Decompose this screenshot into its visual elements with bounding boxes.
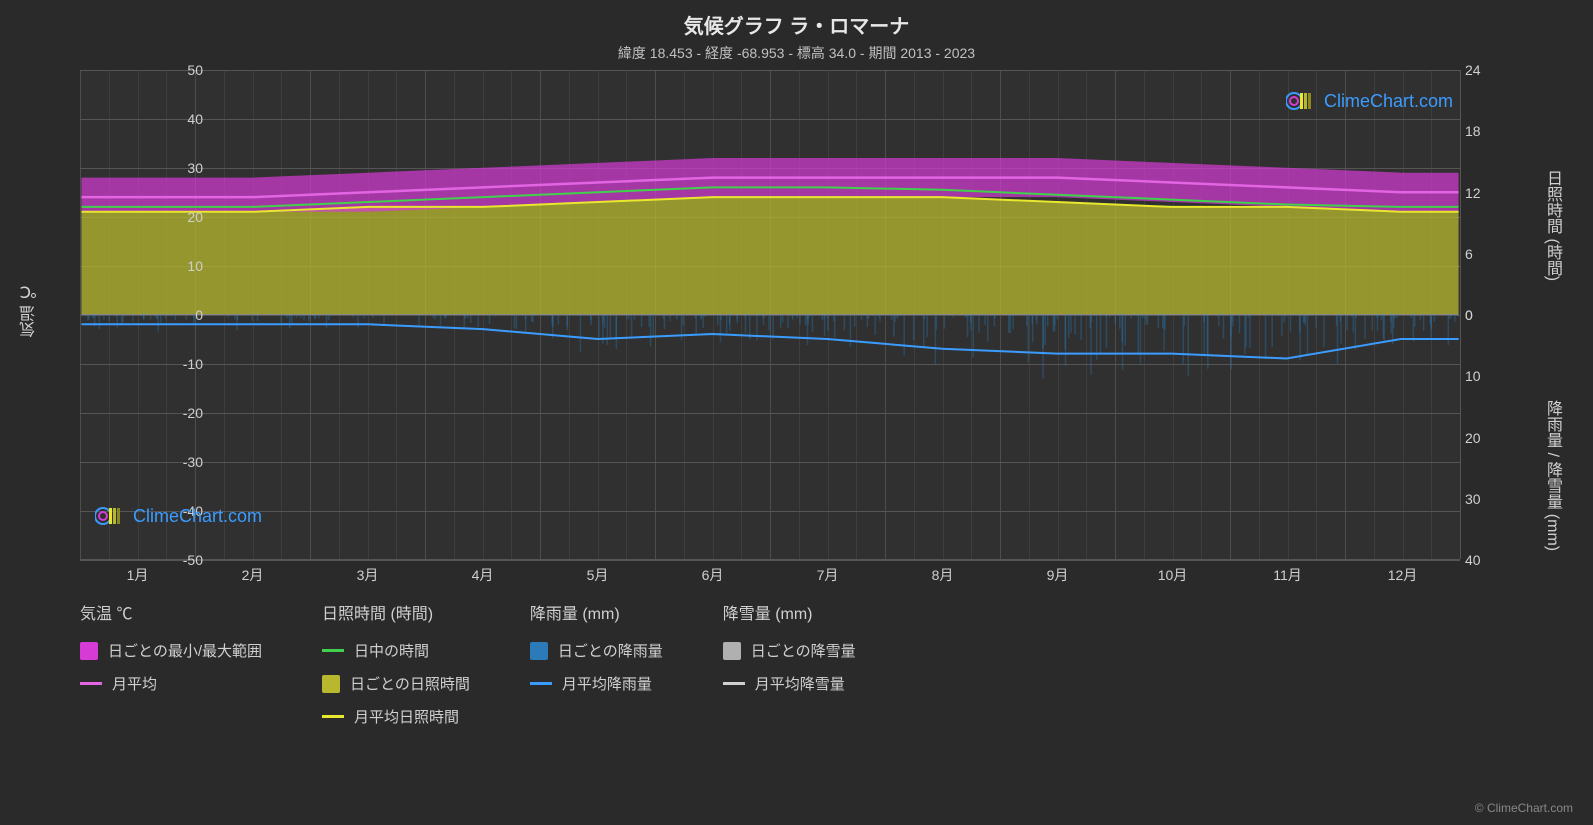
legend-label: 月平均日照時間 bbox=[354, 706, 459, 727]
x-tick: 12月 bbox=[1388, 565, 1418, 585]
y-axis-left-title: 気温 ℃ bbox=[18, 282, 42, 337]
y-tick-right-precip: 20 bbox=[1465, 430, 1525, 446]
y-tick-left: 20 bbox=[143, 209, 203, 225]
y-axis-right-title-1: 日照時間 (時間) bbox=[1540, 170, 1564, 281]
chart-title: 気候グラフ ラ・ロマーナ bbox=[0, 0, 1593, 39]
y-tick-left: -30 bbox=[143, 454, 203, 470]
legend-label: 日ごとの日照時間 bbox=[350, 673, 470, 694]
y-tick-left: -10 bbox=[143, 356, 203, 372]
legend-item: 日ごとの降雪量 bbox=[723, 640, 856, 661]
y-tick-right-precip: 40 bbox=[1465, 552, 1525, 568]
legend-swatch bbox=[723, 682, 745, 685]
legend-item: 日ごとの日照時間 bbox=[322, 673, 470, 694]
y-tick-left: 10 bbox=[143, 258, 203, 274]
y-tick-left: 40 bbox=[143, 111, 203, 127]
x-tick: 5月 bbox=[587, 565, 609, 585]
x-tick: 9月 bbox=[1047, 565, 1069, 585]
plot-area bbox=[80, 70, 1460, 560]
watermark-bottom: ClimeChart.com bbox=[95, 505, 262, 527]
y-tick-right-precip: 10 bbox=[1465, 368, 1525, 384]
legend-item: 月平均日照時間 bbox=[322, 706, 470, 727]
legend-header: 降雨量 (mm) bbox=[530, 600, 663, 624]
legend-group: 降雨量 (mm) 日ごとの降雨量月平均降雨量 bbox=[530, 600, 663, 727]
x-tick: 3月 bbox=[357, 565, 379, 585]
y-tick-right-sun: 12 bbox=[1465, 185, 1525, 201]
legend-group: 気温 ℃ 日ごとの最小/最大範囲月平均 bbox=[80, 600, 262, 727]
x-tick: 1月 bbox=[127, 565, 149, 585]
climate-chart: 気候グラフ ラ・ロマーナ 緯度 18.453 - 経度 -68.953 - 標高… bbox=[0, 0, 1593, 825]
logo-icon bbox=[1286, 90, 1318, 112]
watermark-text: ClimeChart.com bbox=[133, 506, 262, 527]
legend-swatch bbox=[530, 682, 552, 685]
legend-item: 日中の時間 bbox=[322, 640, 470, 661]
legend-header: 日照時間 (時間) bbox=[322, 600, 470, 624]
y-tick-right-sun: 6 bbox=[1465, 246, 1525, 262]
legend-item: 月平均降雨量 bbox=[530, 673, 663, 694]
legend-swatch bbox=[322, 675, 340, 693]
logo-icon bbox=[95, 505, 127, 527]
legend-swatch bbox=[80, 682, 102, 685]
legend-item: 月平均 bbox=[80, 673, 262, 694]
x-tick: 7月 bbox=[817, 565, 839, 585]
x-tick: 2月 bbox=[242, 565, 264, 585]
legend-label: 月平均 bbox=[112, 673, 157, 694]
x-tick: 6月 bbox=[702, 565, 724, 585]
legend-swatch bbox=[723, 642, 741, 660]
legend-label: 月平均降雨量 bbox=[562, 673, 652, 694]
legend-header: 降雪量 (mm) bbox=[723, 600, 856, 624]
y-tick-left: 30 bbox=[143, 160, 203, 176]
legend-label: 日中の時間 bbox=[354, 640, 429, 661]
y-tick-left: -50 bbox=[143, 552, 203, 568]
copyright: © ClimeChart.com bbox=[1475, 801, 1573, 815]
legend-label: 日ごとの最小/最大範囲 bbox=[108, 640, 262, 661]
legend-label: 日ごとの降雨量 bbox=[558, 640, 663, 661]
y-tick-right-precip: 30 bbox=[1465, 491, 1525, 507]
watermark-text: ClimeChart.com bbox=[1324, 91, 1453, 112]
x-tick: 11月 bbox=[1273, 565, 1302, 585]
legend-header: 気温 ℃ bbox=[80, 600, 262, 624]
legend-swatch bbox=[322, 649, 344, 652]
legend-label: 月平均降雪量 bbox=[755, 673, 845, 694]
y-tick-right-sun: 18 bbox=[1465, 123, 1525, 139]
watermark-top: ClimeChart.com bbox=[1286, 90, 1453, 112]
legend-group: 降雪量 (mm) 日ごとの降雪量月平均降雪量 bbox=[723, 600, 856, 727]
legend-group: 日照時間 (時間) 日中の時間日ごとの日照時間月平均日照時間 bbox=[322, 600, 470, 727]
x-tick: 10月 bbox=[1158, 565, 1188, 585]
legend-item: 日ごとの降雨量 bbox=[530, 640, 663, 661]
chart-subtitle: 緯度 18.453 - 経度 -68.953 - 標高 34.0 - 期間 20… bbox=[0, 39, 1593, 63]
x-tick: 8月 bbox=[932, 565, 954, 585]
legend-swatch bbox=[322, 715, 344, 718]
y-tick-left: 0 bbox=[143, 307, 203, 323]
legend-swatch bbox=[80, 642, 98, 660]
legend: 気温 ℃ 日ごとの最小/最大範囲月平均 日照時間 (時間) 日中の時間日ごとの日照時間… bbox=[80, 600, 1480, 727]
x-tick: 4月 bbox=[472, 565, 494, 585]
legend-swatch bbox=[530, 642, 548, 660]
y-tick-right-sun: 24 bbox=[1465, 62, 1525, 78]
y-tick-right-precip: 0 bbox=[1465, 307, 1525, 323]
y-tick-left: -20 bbox=[143, 405, 203, 421]
legend-label: 日ごとの降雪量 bbox=[751, 640, 856, 661]
legend-item: 月平均降雪量 bbox=[723, 673, 856, 694]
legend-item: 日ごとの最小/最大範囲 bbox=[80, 640, 262, 661]
y-tick-left: 50 bbox=[143, 62, 203, 78]
y-axis-right-title-2: 降雨量 / 降雪量 (mm) bbox=[1540, 400, 1564, 551]
